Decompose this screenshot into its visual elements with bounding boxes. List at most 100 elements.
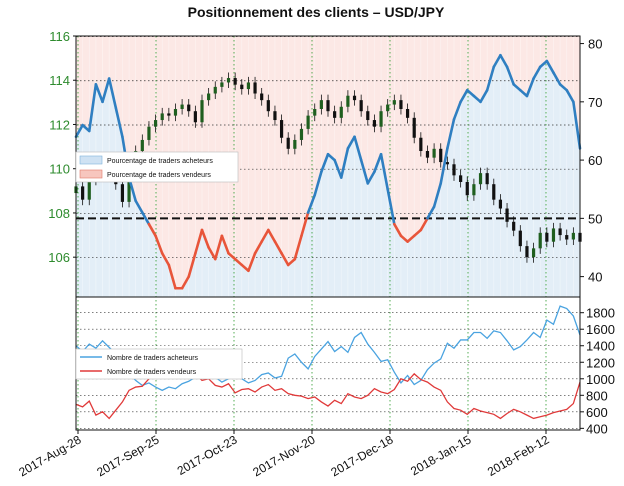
percent-line-segment: [87, 83, 98, 133]
candle-body: [279, 120, 284, 138]
top-legend-box: [75, 151, 239, 183]
candle-body: [399, 100, 403, 109]
candle-body: [81, 186, 85, 200]
candle-body: [220, 82, 224, 87]
left-axis-tick-label: 106: [48, 250, 70, 265]
bottom-legend: Nombre de traders acheteurs Nombre de tr…: [75, 348, 243, 380]
percent-line-segment: [247, 252, 257, 273]
percent-line-segment: [406, 234, 416, 243]
percent-line-segment: [399, 234, 409, 243]
candle-body: [366, 111, 370, 121]
candle-body: [273, 111, 277, 121]
candle-body: [286, 137, 290, 149]
percent-line-segment: [353, 135, 363, 162]
candle-body: [233, 78, 237, 85]
percent-line-segment: [320, 152, 330, 174]
candle-body: [452, 164, 456, 176]
bottom-legend-box: [75, 348, 243, 380]
usdjpy-candles: [74, 72, 582, 263]
percent-line-segment: [379, 152, 389, 191]
percent-line-segment: [426, 205, 436, 220]
candle-body: [518, 230, 522, 247]
legend-label-short-percent: Pourcentage de traders vendeurs: [107, 172, 211, 179]
left-axis-tick-label: 114: [49, 73, 70, 88]
percent-line-segment: [167, 263, 177, 290]
percent-line-segment: [558, 83, 569, 92]
percent-line-segment: [160, 252, 171, 267]
percent-line-segment: [213, 234, 224, 261]
percent-line-segment: [472, 94, 482, 104]
percent-line-segment: [306, 193, 317, 214]
candle-body: [260, 93, 264, 101]
percent-line-segment: [532, 65, 542, 80]
count-axis-tick-label: 1400: [586, 339, 615, 354]
percent-line-segment: [505, 65, 515, 86]
percent-line-segment: [147, 222, 157, 238]
percent-line-segment: [366, 170, 376, 185]
percent-line-segment: [525, 77, 535, 98]
candle-body: [538, 232, 542, 249]
percent-line-segment: [452, 100, 462, 121]
percent-line-segment: [200, 228, 210, 249]
candle-body: [445, 162, 449, 165]
candle-body: [419, 137, 423, 152]
right-axis-tick-label: 50: [588, 211, 602, 226]
percent-line-segment: [512, 83, 522, 92]
percent-line-segment: [240, 263, 250, 273]
candle-body: [352, 95, 357, 101]
right-axis-tick-label: 80: [588, 37, 602, 52]
candle-body: [207, 93, 211, 101]
candle-body: [405, 108, 410, 118]
percent-line-segment: [101, 77, 111, 104]
candle-body: [379, 111, 383, 127]
percent-line-segment: [412, 228, 423, 238]
left-axis-tick-label: 108: [48, 206, 70, 221]
percent-line-segment: [194, 228, 204, 255]
percent-line-segment: [273, 240, 283, 255]
left-axis-tick-label: 112: [49, 117, 70, 132]
candle-body: [266, 100, 270, 112]
candle-body: [512, 221, 516, 231]
candle-body: [153, 120, 158, 127]
candle-body: [525, 246, 529, 258]
candle-body: [213, 86, 217, 94]
candle-body: [253, 82, 257, 94]
candle-body: [306, 115, 310, 129]
percent-line-segment: [538, 59, 549, 69]
candle-body: [140, 139, 144, 152]
candle-body: [531, 248, 536, 258]
percent-line-segment: [313, 170, 323, 197]
candle-body: [412, 117, 416, 138]
candle-body: [459, 175, 463, 182]
long-count-line: [75, 305, 581, 392]
candle-body: [333, 111, 337, 118]
candle-body: [392, 100, 396, 105]
percent-line-segment: [141, 211, 151, 226]
percent-line-segment: [519, 88, 529, 98]
count-axis-tick-label: 1600: [586, 322, 615, 337]
percent-line-segment: [280, 252, 290, 267]
candle-body: [545, 232, 549, 242]
percent-line-segment: [499, 53, 509, 69]
percent-line-segment: [485, 65, 496, 92]
percent-line-segment: [565, 88, 575, 104]
candle-body: [558, 228, 562, 236]
count-axis-tick-label: 1000: [586, 372, 615, 387]
candle-body: [571, 232, 575, 240]
percent-line-segment: [260, 228, 270, 243]
candle-body: [226, 78, 231, 83]
percent-line-segment: [300, 211, 310, 238]
candle-body: [299, 128, 304, 140]
percent-line-segment: [386, 187, 396, 226]
percent-line-segment: [439, 147, 449, 185]
percent-line-segment: [154, 234, 164, 255]
percent-line-segment: [552, 71, 562, 86]
percent-line-segment: [74, 123, 84, 139]
count-axis-tick-label: 800: [586, 388, 608, 403]
count-axis-tick-label: 1800: [586, 306, 615, 321]
candle-body: [339, 106, 343, 118]
percent-line-segment: [333, 158, 343, 179]
percent-line-segment: [293, 234, 303, 261]
